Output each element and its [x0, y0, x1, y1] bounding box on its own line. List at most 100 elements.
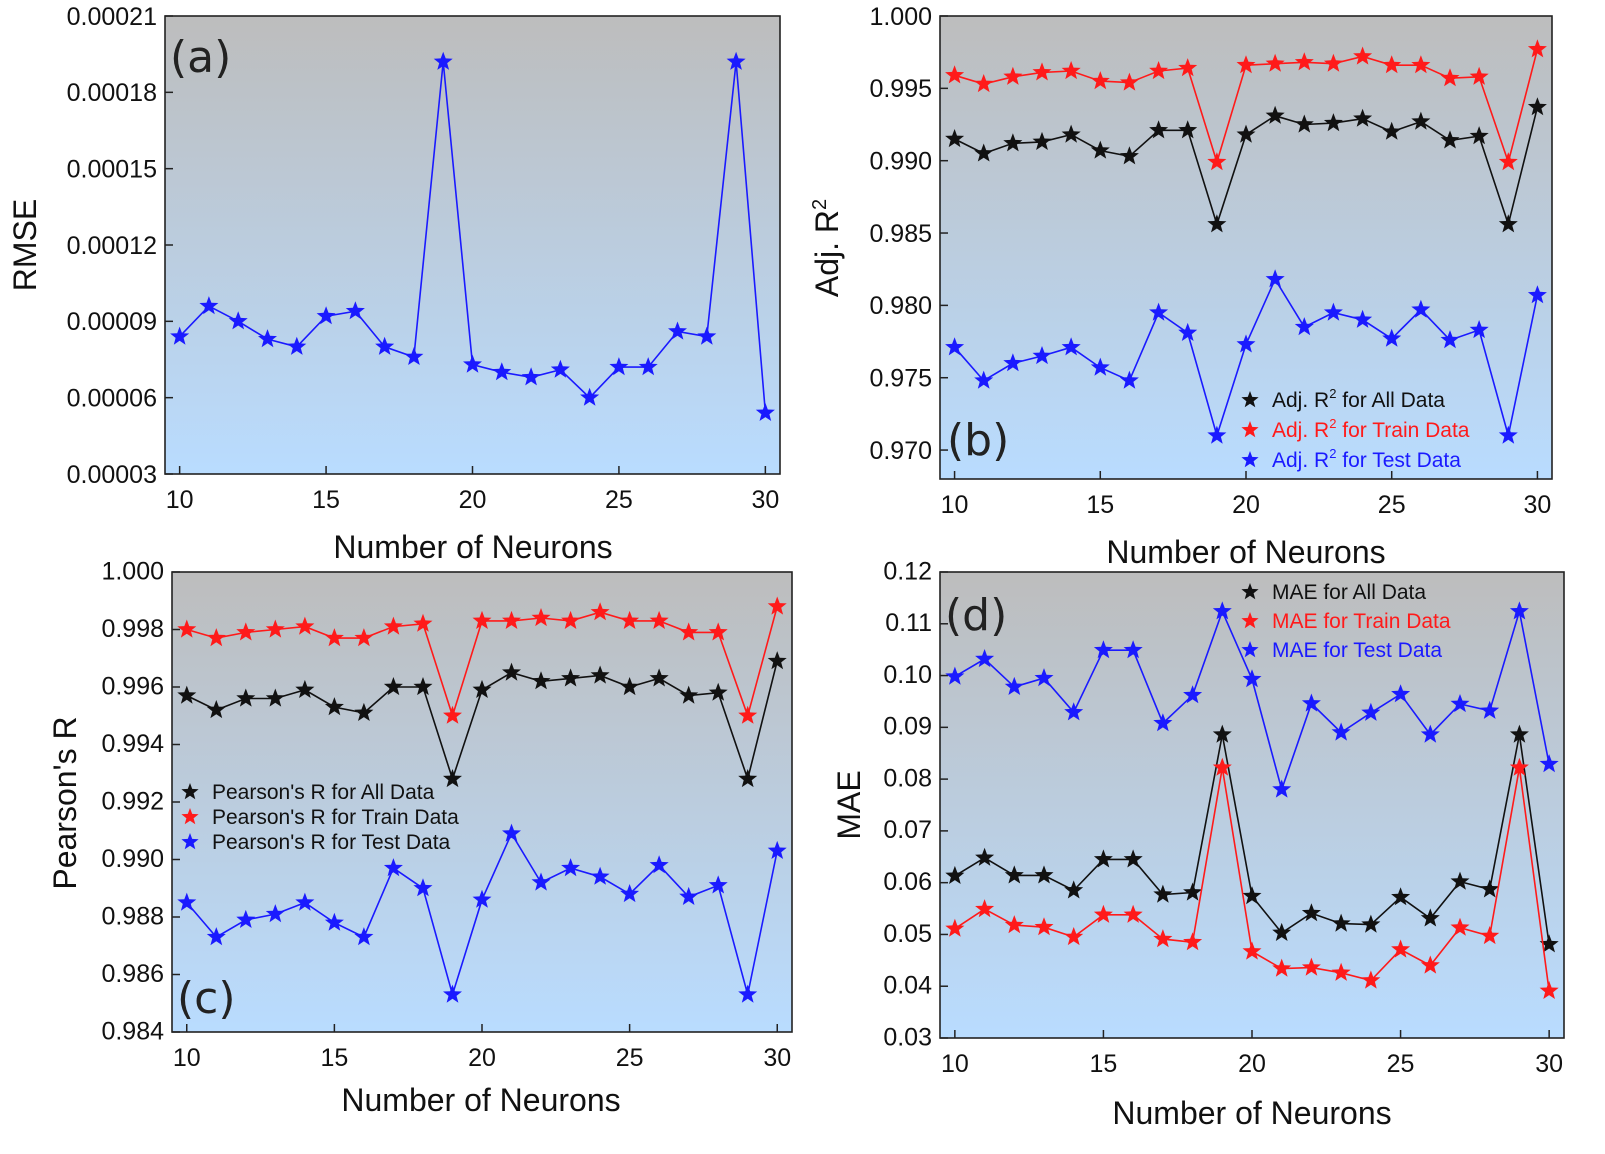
data-point [945, 337, 965, 356]
data-point [1527, 39, 1547, 58]
data-point [1539, 754, 1559, 773]
y-tick-label: 0.04 [883, 972, 932, 1000]
data-point [177, 685, 197, 704]
legend-label: Adj. R2 for Train Data [1272, 416, 1470, 442]
data-point [738, 984, 758, 1003]
series-mae-for-train-data [945, 757, 1559, 999]
data-point [620, 677, 640, 696]
legend-marker [1241, 641, 1259, 658]
data-point [413, 878, 433, 897]
x-tick-label: 30 [763, 1044, 791, 1072]
data-point [472, 889, 492, 908]
data-point [1207, 152, 1227, 171]
data-point [1093, 849, 1113, 868]
data-point [295, 616, 315, 635]
x-tick-label: 25 [605, 486, 633, 514]
data-point [1034, 917, 1054, 936]
legend-marker [1241, 612, 1259, 629]
data-point [265, 688, 285, 707]
data-point [206, 700, 226, 719]
data-point [1207, 425, 1227, 444]
y-tick-label: 0.990 [869, 147, 932, 175]
data-point [1123, 904, 1143, 923]
data-point [590, 602, 610, 621]
data-point [975, 649, 995, 668]
data-point [1090, 357, 1110, 376]
data-point [1420, 908, 1440, 927]
y-tick-label: 0.990 [101, 845, 164, 873]
data-point [1178, 58, 1198, 77]
data-point [1301, 957, 1321, 976]
legend-label: Adj. R2 for All Data [1272, 386, 1445, 412]
data-point [502, 610, 521, 629]
y-tick-label: 0.07 [883, 816, 932, 844]
data-point [1242, 669, 1262, 688]
data-point [738, 705, 758, 724]
data-point [1265, 53, 1285, 72]
data-point [413, 677, 433, 696]
data-point [472, 679, 492, 698]
data-point [521, 367, 541, 386]
data-point [375, 336, 395, 355]
data-point [945, 918, 965, 937]
data-point [1090, 71, 1110, 90]
data-point [1294, 317, 1314, 336]
y-tick-label: 0.03 [883, 1023, 932, 1051]
data-point [1178, 322, 1198, 341]
data-point [383, 677, 403, 696]
data-point [550, 359, 570, 378]
data-point [590, 665, 610, 684]
data-point [324, 697, 344, 716]
data-point [1469, 66, 1489, 85]
data-point [324, 628, 344, 647]
data-point [1265, 105, 1285, 124]
data-point [1090, 140, 1110, 159]
data-point [354, 628, 374, 647]
y-tick-label: 0.00003 [67, 461, 157, 489]
data-point [1064, 880, 1084, 899]
data-point [679, 886, 699, 905]
data-point [1212, 724, 1232, 743]
data-point [1236, 334, 1256, 353]
data-point [502, 662, 521, 681]
data-point [1527, 97, 1547, 116]
x-tick-label: 10 [173, 1044, 201, 1072]
series-rmse [170, 51, 775, 421]
plot-frame [939, 15, 1553, 480]
data-point [1153, 713, 1173, 732]
data-point [1119, 72, 1139, 91]
data-point [345, 301, 365, 320]
data-point [1440, 330, 1460, 349]
y-tick-label: 0.08 [883, 764, 932, 792]
x-tick-label: 25 [1387, 1050, 1415, 1078]
data-point [1411, 55, 1431, 74]
y-tick-label: 0.00021 [67, 3, 157, 31]
data-point [199, 296, 219, 315]
data-point [1093, 640, 1113, 659]
y-tick-label: 0.05 [883, 920, 932, 948]
data-point [1123, 849, 1143, 868]
data-point [1032, 131, 1052, 150]
y-axis-title: Pearson's R [47, 716, 83, 889]
data-point [1119, 370, 1139, 389]
data-point [236, 622, 256, 641]
data-point [383, 858, 403, 877]
legend-marker [1241, 451, 1259, 468]
series-pearson-s-r-for-test-data [177, 823, 787, 1003]
panel-b: 0.970 0.975 0.980 0.985 0.990 0.995 1.000 10 15 2… [809, 3, 1553, 570]
x-tick-label: 30 [1535, 1050, 1563, 1078]
data-point [1153, 884, 1173, 903]
data-point [1272, 922, 1292, 941]
data-point [697, 326, 717, 345]
legend-label: MAE for Train Data [1272, 610, 1451, 633]
data-point [1323, 113, 1343, 132]
data-point [265, 904, 285, 923]
data-point [316, 306, 336, 325]
panel-label: (b) [947, 415, 1009, 466]
y-tick-label: 1.000 [869, 3, 932, 31]
data-point [708, 622, 728, 641]
data-point [975, 899, 995, 918]
x-tick-label: 15 [312, 486, 340, 514]
plot-background [940, 572, 1564, 1038]
data-point [620, 610, 640, 629]
